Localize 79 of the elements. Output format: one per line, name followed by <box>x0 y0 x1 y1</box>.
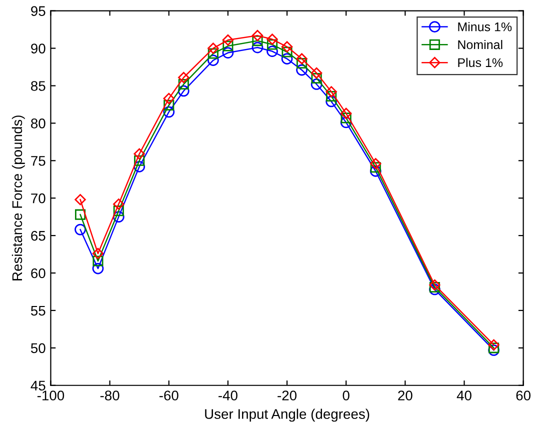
point <box>326 90 337 102</box>
point <box>164 100 174 110</box>
point <box>370 165 382 177</box>
point <box>266 46 278 57</box>
point <box>207 54 219 66</box>
point <box>282 46 292 58</box>
point <box>134 148 145 160</box>
point <box>488 339 500 351</box>
point <box>340 116 352 128</box>
y-tick-label: 95 <box>31 6 46 16</box>
point <box>296 53 308 64</box>
y-tick-label: 75 <box>31 156 46 166</box>
x-tick-label: 40 <box>456 390 472 400</box>
point <box>163 92 174 104</box>
point <box>488 344 500 356</box>
point <box>370 158 382 170</box>
point <box>208 48 218 59</box>
point <box>429 284 440 296</box>
point <box>92 256 104 266</box>
x-tick-label: -100 <box>37 390 64 400</box>
y-tick-label: 55 <box>30 306 46 316</box>
point <box>74 194 86 206</box>
point <box>208 42 219 54</box>
point <box>340 108 352 120</box>
point <box>178 78 189 90</box>
point <box>252 30 264 42</box>
point <box>326 86 337 98</box>
point <box>163 106 175 118</box>
point <box>252 42 264 54</box>
point <box>222 34 234 46</box>
x-tick-label: -20 <box>278 390 297 400</box>
point <box>488 342 500 354</box>
y-tick-label: 50 <box>30 343 46 354</box>
point <box>340 112 352 124</box>
point <box>429 282 440 293</box>
y-tick-label: 45 <box>30 380 46 391</box>
point <box>281 41 293 52</box>
point <box>222 47 234 58</box>
legend-label: Plus 1% <box>458 58 503 68</box>
point <box>112 211 124 223</box>
x-tick-label: -80 <box>100 390 120 400</box>
point <box>113 198 124 210</box>
y-tick-label: 70 <box>31 193 46 204</box>
x-tick-label: 0 <box>342 390 350 400</box>
point <box>296 58 308 69</box>
y-tick-label: 90 <box>31 44 46 54</box>
point <box>310 78 322 90</box>
point <box>92 248 104 260</box>
point <box>429 279 440 291</box>
point <box>326 96 338 108</box>
point <box>134 155 145 166</box>
point <box>281 53 293 64</box>
point <box>252 36 263 46</box>
point <box>222 40 234 52</box>
point <box>92 262 104 274</box>
point <box>296 64 308 76</box>
point <box>134 160 146 172</box>
x-tick-label: -40 <box>218 390 238 400</box>
point <box>178 85 190 97</box>
point <box>370 162 381 173</box>
y-tick-label: 80 <box>31 118 46 128</box>
point <box>113 206 124 216</box>
point <box>266 39 278 50</box>
x-tick-label: 60 <box>516 390 530 400</box>
y-tick-label: 65 <box>31 230 46 241</box>
y-axis-title: Resistance Force (pounds) <box>12 116 25 280</box>
legend-label: Nominal <box>458 40 502 50</box>
x-axis-title: User Input Angle (degrees) <box>205 408 370 422</box>
point <box>310 67 322 79</box>
point <box>74 209 86 220</box>
y-tick-label: 60 <box>31 268 46 278</box>
x-tick-label: 20 <box>398 390 412 400</box>
point <box>311 72 322 84</box>
x-tick-label: -60 <box>159 390 178 400</box>
point <box>266 34 278 45</box>
y-tick-label: 85 <box>31 81 46 91</box>
legend-label: Minus 1% <box>458 22 512 32</box>
point <box>178 72 190 84</box>
point <box>74 224 86 236</box>
